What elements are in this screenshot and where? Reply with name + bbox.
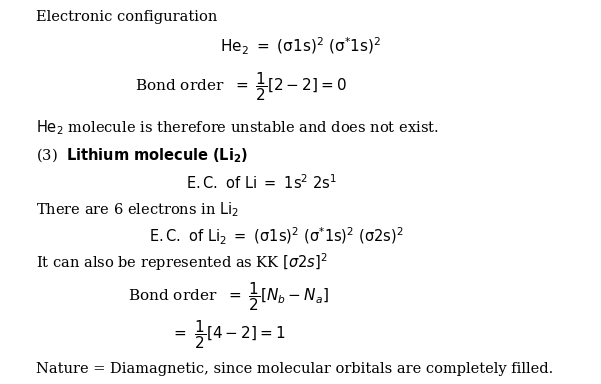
Text: $\mathrm{He_2}$ molecule is therefore unstable and does not exist.: $\mathrm{He_2}$ molecule is therefore un… bbox=[36, 118, 439, 137]
Text: Bond order  $=\ \dfrac{1}{2}[N_b - N_a]$: Bond order $=\ \dfrac{1}{2}[N_b - N_a]$ bbox=[128, 280, 329, 313]
Text: Bond order  $=\ \dfrac{1}{2}[2-2] = 0$: Bond order $=\ \dfrac{1}{2}[2-2] = 0$ bbox=[135, 70, 346, 103]
Text: $\mathrm{E.C.\ of\ Li_2\ =\ (\sigma 1s)^2\ (\sigma^{*}1s)^2\ (\sigma 2s)^2}$: $\mathrm{E.C.\ of\ Li_2\ =\ (\sigma 1s)^… bbox=[149, 226, 404, 247]
Text: There are 6 electrons in $\mathrm{Li_2}$: There are 6 electrons in $\mathrm{Li_2}$ bbox=[36, 200, 239, 218]
Text: Electronic configuration: Electronic configuration bbox=[36, 10, 218, 24]
Text: $=\ \dfrac{1}{2}[4-2] = 1$: $=\ \dfrac{1}{2}[4-2] = 1$ bbox=[171, 318, 285, 351]
Text: Nature = Diamagnetic, since molecular orbitals are completely filled.: Nature = Diamagnetic, since molecular or… bbox=[36, 362, 554, 376]
Text: (3)  $\mathbf{Lithium\ molecule\ (Li_2)}$: (3) $\mathbf{Lithium\ molecule\ (Li_2)}$ bbox=[36, 146, 248, 165]
Text: $\mathrm{E.C.\ of\ Li\ =\ 1s^2\ 2s^1}$: $\mathrm{E.C.\ of\ Li\ =\ 1s^2\ 2s^1}$ bbox=[186, 173, 337, 192]
Text: $\mathrm{He_2\ =\ (\sigma 1s)^2\ (\sigma^{*}1s)^2}$: $\mathrm{He_2\ =\ (\sigma 1s)^2\ (\sigma… bbox=[220, 36, 381, 57]
Text: It can also be represented as KK $[\sigma 2s]^2$: It can also be represented as KK $[\sigm… bbox=[36, 251, 328, 273]
